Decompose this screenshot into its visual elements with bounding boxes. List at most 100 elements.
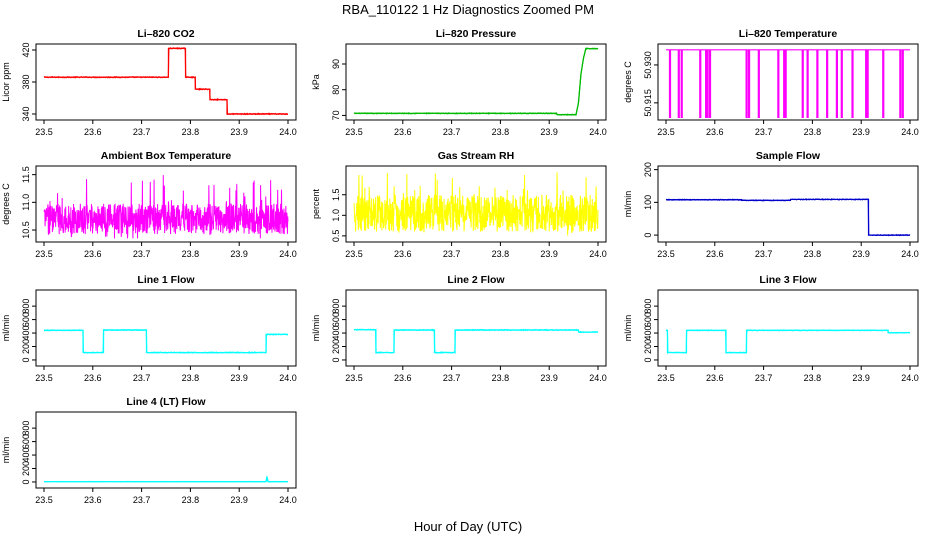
series-spike	[680, 49, 683, 118]
panel-7: Line 1 Flow ml/min 23.5 23.6 23.7 23.8 23.9 24.…	[1, 274, 297, 383]
panel-2: Li–820 Pressure kPa 23.5 23.6 23.7 23.8 23.9 24…	[311, 28, 607, 137]
plot-frame	[35, 43, 297, 121]
panel-title: Line 1 Flow	[137, 274, 195, 286]
panel-9: Line 3 Flow ml/min 23.5 23.6 23.7 23.8 23.9 24.…	[623, 274, 919, 383]
y-tick-label: 200	[331, 339, 341, 354]
y-tick-label: 600	[21, 434, 31, 449]
panel-title: Sample Flow	[756, 150, 821, 162]
x-tick-label: 23.7	[755, 249, 773, 259]
series-spike	[851, 49, 854, 118]
y-tick-label: 50.915	[643, 89, 653, 117]
series-line	[353, 47, 599, 116]
x-tick-label: 23.6	[84, 249, 102, 259]
panel-title: Gas Stream RH	[438, 150, 514, 162]
series-line-steps	[666, 329, 910, 354]
series-spike	[677, 49, 680, 118]
x-tick-label: 23.9	[540, 373, 558, 383]
series-spike	[866, 49, 869, 118]
y-tick-label: 1.5	[331, 188, 341, 201]
series-spike	[777, 49, 780, 118]
plot-frame	[35, 165, 297, 243]
panel-1: Li–820 CO2 Licor ppm 23.5 23.6 23.7 23.8 23.9 2…	[1, 28, 297, 137]
x-tick-label: 23.6	[394, 373, 412, 383]
plot-frame	[345, 43, 607, 121]
x-tick-label: 23.8	[804, 249, 822, 259]
panel-title: Li–820 Pressure	[436, 28, 517, 40]
y-tick-label: 420	[21, 42, 31, 57]
x-tick-label: 23.8	[804, 127, 822, 137]
panel-5: Gas Stream RH percent 23.5 23.6 23.7 23.8 23.9…	[311, 150, 607, 259]
x-tick-label: 24.0	[901, 127, 919, 137]
y-tick-label: 10.5	[21, 221, 31, 239]
x-tick-label: 23.6	[706, 373, 724, 383]
x-tick-label: 23.5	[657, 127, 675, 137]
series-spike	[835, 49, 838, 118]
series-line	[43, 475, 289, 483]
series-spike	[806, 49, 809, 118]
y-tick-label: 400	[21, 326, 31, 341]
y-axis-label: ml/min	[311, 315, 321, 342]
series-line	[665, 198, 911, 237]
series-line-steps	[44, 476, 288, 483]
y-axis-label: Licor ppm	[1, 62, 11, 102]
series-line-steps	[44, 47, 288, 115]
y-tick-label: 0	[643, 233, 653, 238]
x-tick-label: 23.8	[182, 495, 200, 505]
y-axis-label: kPa	[311, 74, 321, 90]
plot-frame	[657, 43, 919, 121]
figure-title: RBA_110122 1 Hz Diagnostics Zoomed PM	[342, 2, 594, 17]
x-tick-label: 23.9	[230, 249, 248, 259]
y-tick-label: 90	[331, 59, 341, 69]
plot-frame	[657, 289, 919, 367]
x-tick-label: 24.0	[279, 127, 297, 137]
y-tick-label: 800	[21, 299, 31, 314]
series-spike	[784, 49, 787, 118]
series-line	[43, 46, 289, 116]
y-tick-label: 200	[643, 339, 653, 354]
y-tick-label: 0	[331, 357, 341, 362]
y-tick-label: 70	[331, 110, 341, 120]
y-tick-label: 0	[21, 357, 31, 362]
x-tick-label: 24.0	[901, 373, 919, 383]
y-axis-label: ml/min	[1, 437, 11, 464]
panel-title: Line 4 (LT) Flow	[126, 396, 206, 408]
x-tick-label: 24.0	[589, 249, 607, 259]
series-spike	[901, 49, 904, 118]
x-tick-label: 23.9	[852, 127, 870, 137]
y-tick-label: 400	[643, 326, 653, 341]
y-tick-label: 1.0	[331, 209, 341, 222]
y-tick-label: 400	[21, 448, 31, 463]
x-tick-label: 23.5	[345, 127, 363, 137]
x-tick-label: 23.7	[133, 495, 151, 505]
plot-frame	[35, 411, 297, 489]
series-spike	[706, 49, 709, 118]
x-tick-label: 23.7	[443, 249, 461, 259]
x-tick-label: 23.9	[230, 127, 248, 137]
x-tick-label: 24.0	[589, 127, 607, 137]
y-tick-label: 340	[21, 106, 31, 121]
x-tick-label: 23.7	[755, 127, 773, 137]
series-line-steps	[354, 47, 598, 116]
y-tick-label: 800	[21, 421, 31, 436]
x-tick-label: 23.9	[852, 249, 870, 259]
x-tick-label: 23.5	[35, 373, 53, 383]
series-spike	[865, 49, 868, 118]
x-tick-label: 23.8	[182, 249, 200, 259]
x-tick-label: 23.8	[492, 249, 510, 259]
series-spike	[882, 49, 885, 118]
x-tick-label: 23.8	[182, 127, 200, 137]
series-spike	[899, 49, 902, 118]
x-tick-label: 23.5	[35, 495, 53, 505]
series-spike	[783, 49, 786, 118]
x-tick-label: 23.9	[852, 373, 870, 383]
y-axis-label: ml/min	[623, 315, 633, 342]
x-tick-label: 23.8	[492, 373, 510, 383]
y-tick-label: 600	[643, 312, 653, 327]
plot-frame	[657, 165, 919, 243]
panel-8: Line 2 Flow ml/min 23.5 23.6 23.7 23.8 23.9 24.…	[311, 274, 607, 383]
x-tick-label: 24.0	[589, 373, 607, 383]
y-tick-label: 11.0	[21, 194, 31, 211]
x-tick-label: 23.6	[394, 127, 412, 137]
panel-4: Ambient Box Temperature degrees C 23.5 23.6…	[1, 150, 297, 259]
